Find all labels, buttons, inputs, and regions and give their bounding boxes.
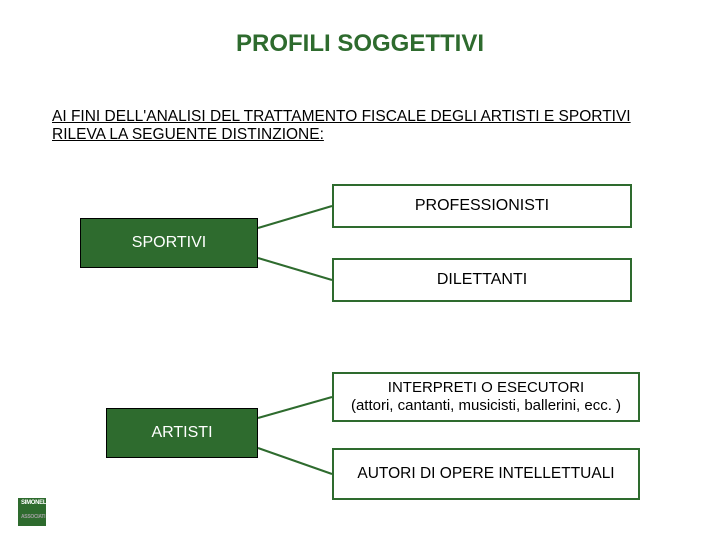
box-sportivi-label: SPORTIVI — [132, 233, 206, 252]
brand-logo-line2: ASSOCIATI — [21, 514, 45, 520]
box-artisti-label: ARTISTI — [151, 423, 212, 442]
box-autori-label: AUTORI DI OPERE INTELLETTUALI — [357, 465, 614, 484]
box-artisti: ARTISTI — [106, 408, 258, 458]
brand-logo-line1: SIMONELLI — [21, 500, 51, 506]
box-professionisti: PROFESSIONISTI — [332, 184, 632, 228]
box-dilettanti-label: DILETTANTI — [437, 270, 527, 289]
box-professionisti-label: PROFESSIONISTI — [415, 196, 549, 215]
page-title: PROFILI SOGGETTIVI — [0, 30, 720, 58]
box-interpreti: INTERPRETI O ESECUTORI(attori, cantanti,… — [332, 372, 640, 422]
box-autori: AUTORI DI OPERE INTELLETTUALI — [332, 448, 640, 500]
box-interpreti-label: INTERPRETI O ESECUTORI(attori, cantanti,… — [351, 379, 621, 415]
brand-logo: SIMONELLI ASSOCIATI — [18, 498, 66, 526]
subtitle-text: AI FINI DELL'ANALISI DEL TRATTAMENTO FIS… — [52, 108, 650, 144]
box-sportivi: SPORTIVI — [80, 218, 258, 268]
box-dilettanti: DILETTANTI — [332, 258, 632, 302]
